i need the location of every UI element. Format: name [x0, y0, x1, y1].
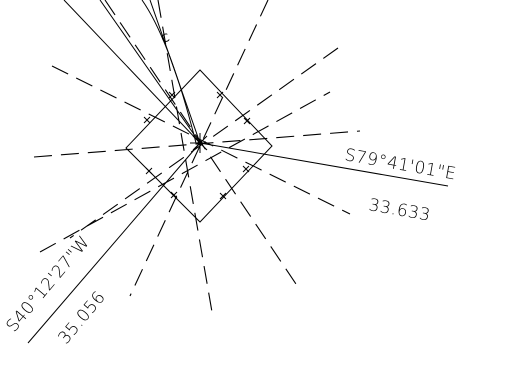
boundary-lines — [27, 0, 449, 344]
boundary-line-north-b — [149, 0, 201, 144]
tick-mark — [168, 91, 176, 99]
boundary-line-north-a — [99, 0, 201, 144]
dashed-line-2 — [51, 65, 351, 215]
boundary-line-northwest — [63, 0, 201, 144]
bearing-line-east — [199, 142, 449, 187]
dashed-line-7 — [39, 91, 331, 253]
curve-label: C — [160, 31, 172, 46]
tick-mark — [219, 192, 227, 200]
distance-label-east: 33.633 — [367, 195, 432, 226]
bearing-line-southwest — [27, 142, 201, 344]
tick-mark — [242, 165, 250, 173]
radial-dashed-lines — [33, 0, 361, 313]
center-point — [190, 133, 210, 153]
dashed-line-5 — [129, 0, 269, 297]
tick-mark — [143, 116, 151, 124]
tick-mark — [170, 191, 178, 199]
tick-mark — [243, 117, 251, 125]
dashed-line-1 — [33, 130, 361, 158]
tick-mark — [216, 91, 224, 99]
tick-mark — [145, 167, 153, 175]
crossing-ticks — [143, 91, 251, 200]
bearing-label-east: S79°41'01"E — [343, 145, 458, 184]
distance-label-southwest: 35.056 — [55, 287, 110, 348]
